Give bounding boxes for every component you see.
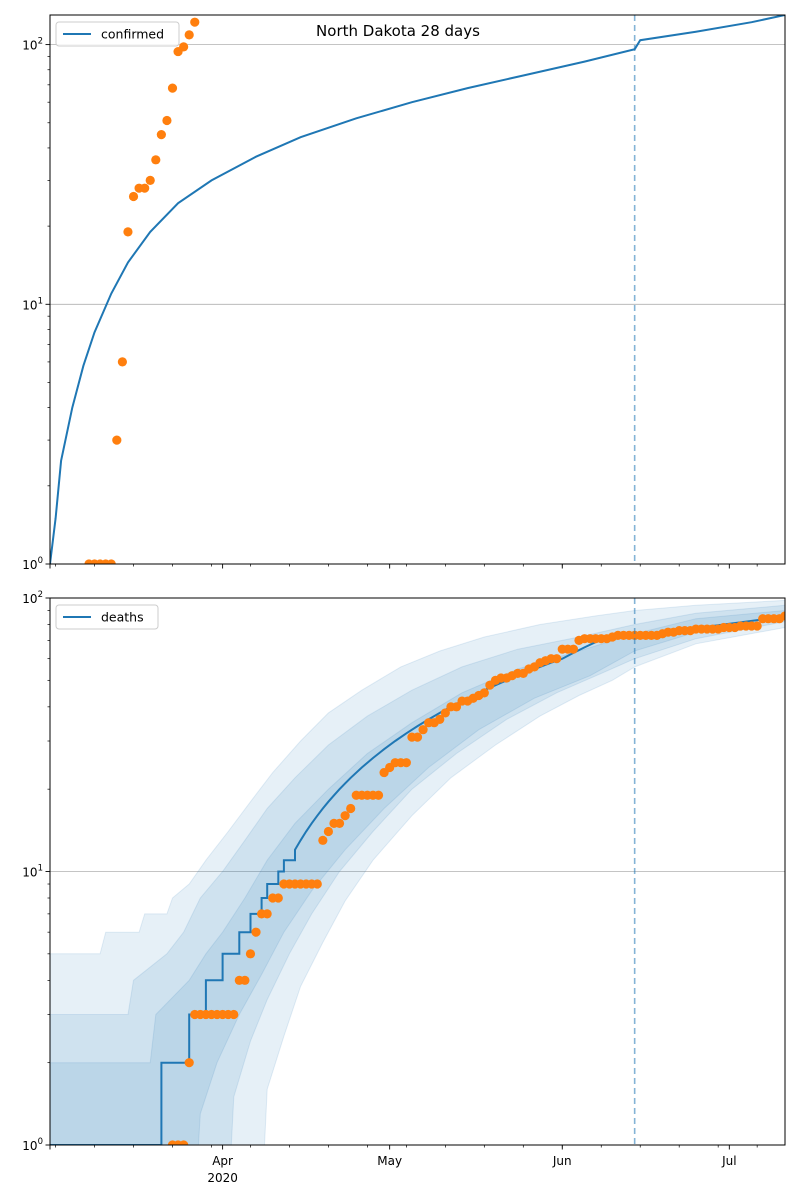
legend-label: deaths: [101, 610, 144, 625]
data-point: [184, 30, 194, 40]
axes-frame: [49, 14, 786, 565]
data-point: [412, 732, 423, 742]
data-point: [568, 644, 579, 654]
data-point: [273, 893, 283, 903]
y-minor-ticks: [47, 56, 50, 487]
data-point: [229, 1009, 239, 1020]
data-point: [418, 725, 428, 735]
confirmed-panel: 100 101 102 confirmed: [22, 14, 786, 572]
data-point: [552, 654, 562, 664]
x-tick-label: Jul: [721, 1154, 736, 1168]
data-point: [451, 702, 462, 712]
data-point: [179, 1140, 189, 1145]
x-tick-sublabel: 2020: [207, 1171, 238, 1185]
data-point: [167, 83, 178, 93]
legend-box: [55, 21, 180, 47]
y-tick-label: 102: [22, 37, 43, 53]
y-tick-label: 101: [22, 296, 43, 312]
data-point: [162, 115, 172, 126]
plot-area: [50, 15, 785, 564]
data-point: [184, 1058, 194, 1068]
data-point: [156, 130, 166, 140]
data-point: [346, 803, 356, 814]
x-tick-label: Jun: [552, 1154, 572, 1168]
observed-points: [167, 611, 785, 1145]
data-point: [312, 879, 322, 889]
x-minor-ticks: [55, 1145, 758, 1148]
deaths-line: [50, 614, 785, 1145]
data-point: [190, 17, 200, 27]
data-point: [151, 155, 161, 165]
legend: deaths: [55, 604, 159, 630]
legend-box: [55, 604, 159, 630]
grid: [50, 44, 785, 305]
data-point: [106, 559, 116, 564]
data-point: [240, 975, 250, 985]
y-tick-label: 100: [22, 556, 43, 572]
y-tick-label: 102: [22, 590, 43, 606]
y-tick-label: 101: [22, 864, 43, 880]
data-point: [334, 818, 345, 828]
plot-area: [50, 599, 785, 1145]
data-point: [340, 811, 350, 821]
data-point: [780, 611, 785, 621]
data-point: [112, 435, 122, 445]
data-point: [128, 191, 139, 202]
data-point: [251, 927, 261, 937]
x-tick-label: Apr: [212, 1154, 233, 1168]
data-point: [435, 714, 445, 724]
data-point: [323, 826, 334, 837]
data-point: [245, 949, 256, 959]
data-point: [179, 42, 189, 52]
legend-label: confirmed: [101, 27, 164, 42]
chart-title: North Dakota 28 days: [316, 22, 480, 40]
data-point: [145, 175, 155, 185]
confirmed-line: [50, 15, 785, 564]
data-point: [262, 909, 272, 919]
data-point: [373, 790, 384, 800]
data-point: [140, 183, 150, 193]
data-point: [440, 708, 450, 718]
observed-points: [84, 17, 200, 564]
deaths-panel: 100 101 102 Apr 2020 May Jun Jul deaths: [22, 590, 786, 1185]
x-tick-label: May: [377, 1154, 402, 1168]
data-point: [117, 357, 127, 367]
y-minor-ticks: [47, 610, 50, 1064]
data-point: [752, 621, 762, 631]
legend: confirmed: [55, 21, 180, 47]
data-point: [401, 758, 411, 768]
data-point: [479, 688, 489, 698]
data-point: [123, 227, 133, 237]
data-point: [318, 835, 328, 845]
y-tick-label: 100: [22, 1137, 43, 1153]
